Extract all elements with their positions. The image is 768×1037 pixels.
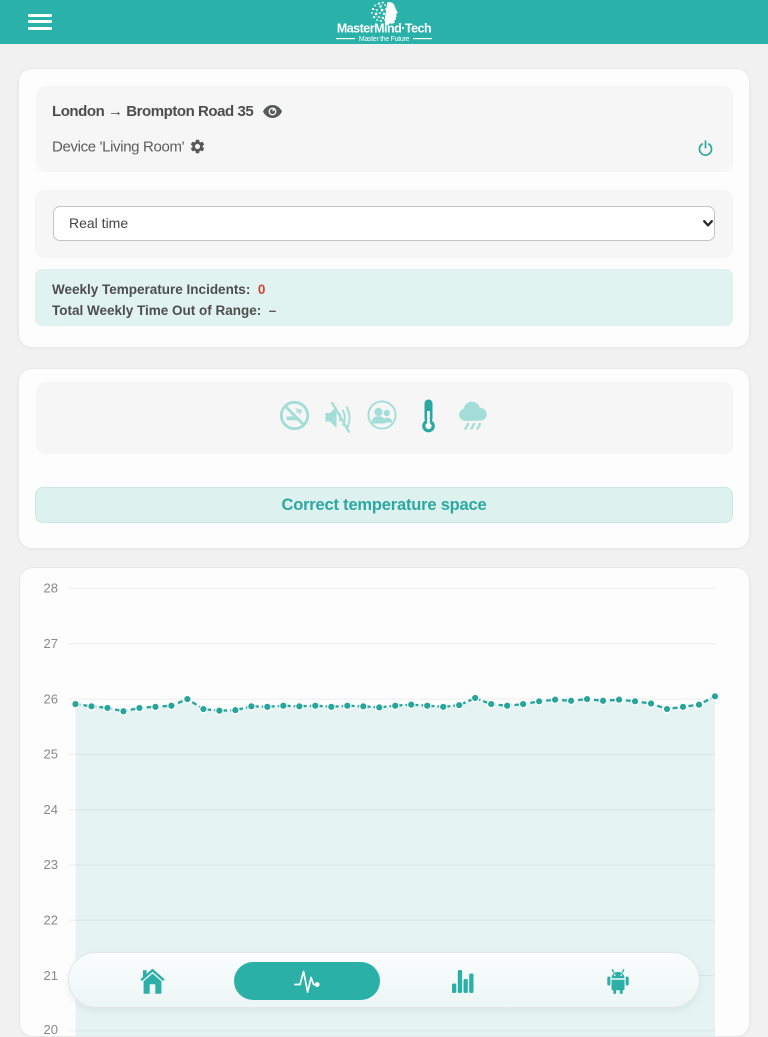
svg-text:21: 21 [44, 968, 58, 983]
svg-text:23: 23 [44, 857, 58, 872]
svg-text:Master the Future: Master the Future [359, 36, 410, 43]
svg-text:MasterMind·Tech: MasterMind·Tech [337, 22, 431, 36]
svg-text:25: 25 [44, 747, 58, 762]
svg-text:26: 26 [44, 691, 58, 706]
svg-text:28: 28 [44, 581, 58, 596]
svg-text:22: 22 [44, 913, 58, 928]
svg-text:20: 20 [44, 1022, 58, 1036]
svg-text:24: 24 [44, 802, 58, 817]
svg-text:27: 27 [44, 636, 58, 651]
